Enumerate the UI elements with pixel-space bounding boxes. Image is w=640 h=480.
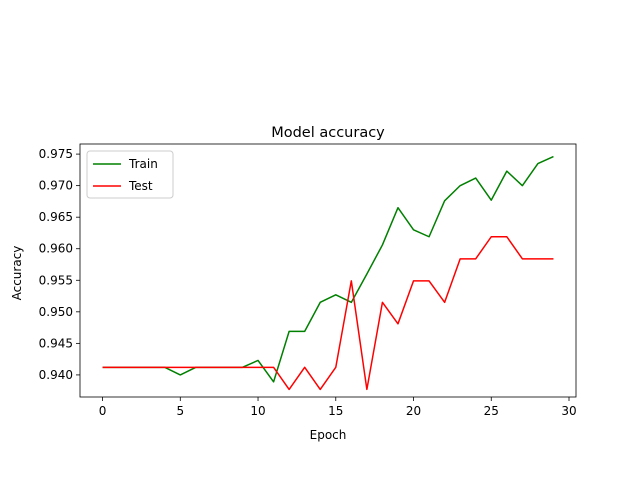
plot-frame [79, 143, 577, 398]
chart-title: Model accuracy [271, 125, 385, 141]
legend-label-train: Train [128, 157, 158, 171]
y-tick-label: 0.975 [39, 147, 73, 161]
axes: 0 5 10 15 20 25 30 0.940 0.945 0.950 0.955 0.960 0.9… [39, 143, 577, 418]
x-tick-label: 30 [561, 404, 576, 418]
y-tick-label: 0.965 [39, 210, 73, 224]
y-tick-label: 0.955 [39, 273, 73, 287]
x-tick-label: 0 [99, 404, 107, 418]
y-tick-label: 0.950 [39, 305, 73, 319]
series-line-train [102, 155, 554, 383]
x-axis-label: Epoch [310, 428, 347, 442]
y-axis-label: Accuracy [10, 246, 24, 301]
y-tick-label: 0.940 [39, 368, 73, 382]
x-tick-label: 15 [328, 404, 343, 418]
x-tick-label: 5 [176, 404, 184, 418]
legend-label-test: Test [128, 179, 153, 193]
y-tick-label: 0.960 [39, 242, 73, 256]
legend: Train Test [86, 150, 174, 199]
x-tick-label: 20 [406, 404, 421, 418]
plot-area [102, 155, 554, 391]
x-tick-label: 25 [484, 404, 499, 418]
series-line-test [102, 236, 554, 391]
y-tick-label: 0.945 [39, 336, 73, 350]
y-tick-label: 0.970 [39, 179, 73, 193]
x-tick-label: 10 [250, 404, 265, 418]
